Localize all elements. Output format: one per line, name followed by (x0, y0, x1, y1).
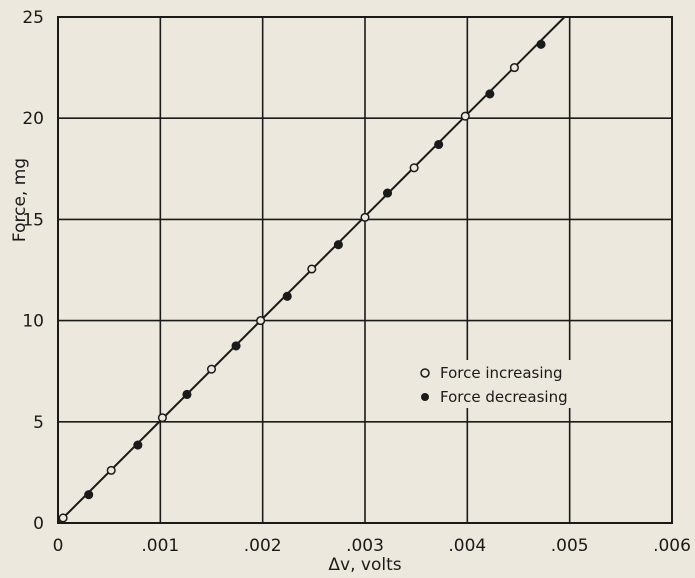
y-tick-label: 5 (33, 413, 44, 433)
point-force-increasing (206, 364, 217, 374)
point-force-increasing (307, 264, 317, 274)
x-axis-ticks: 0 .001 .002 .003 .004 .005 .006 (53, 536, 691, 556)
legend: Force increasing Force decreasing (402, 360, 592, 408)
point-force-decreasing (382, 188, 393, 198)
point-force-increasing (460, 111, 470, 121)
point-force-increasing (360, 212, 370, 222)
legend-background (402, 360, 592, 408)
point-force-decreasing (231, 341, 241, 351)
x-axis-label: Δv, volts (328, 555, 401, 575)
point-force-increasing (256, 316, 266, 326)
point-force-increasing (409, 163, 419, 173)
y-tick-label: 20 (22, 109, 44, 129)
y-axis-ticks: 0 5 10 15 20 25 (22, 8, 44, 534)
point-force-decreasing (133, 440, 143, 450)
legend-label-force-increasing: Force increasing (440, 364, 563, 382)
plot-frame (57, 16, 673, 524)
point-force-decreasing (282, 291, 292, 301)
point-force-increasing (58, 513, 68, 523)
point-force-decreasing (485, 89, 495, 99)
y-tick-label: 10 (22, 312, 44, 332)
grid (58, 17, 672, 523)
point-force-decreasing (182, 389, 192, 400)
point-force-decreasing (434, 139, 444, 150)
legend-label-force-decreasing: Force decreasing (440, 388, 568, 406)
y-axis-label: Force, mg (10, 158, 30, 242)
legend-open-circle-marker (420, 368, 430, 378)
x-tick-label: 0 (53, 536, 64, 556)
x-tick-label: .004 (448, 536, 486, 556)
data-points (58, 39, 546, 523)
y-tick-label: 15 (22, 210, 44, 230)
point-force-increasing (106, 465, 116, 475)
legend-filled-circle-marker (421, 393, 429, 401)
point-force-increasing (509, 63, 519, 73)
x-tick-label: .003 (346, 536, 384, 556)
point-force-decreasing (84, 490, 94, 500)
x-tick-label: .002 (244, 536, 282, 556)
y-tick-label: 25 (22, 8, 44, 28)
x-tick-label: .006 (653, 536, 691, 556)
point-force-decreasing (333, 240, 343, 250)
y-tick-label: 0 (33, 514, 44, 534)
point-force-increasing (157, 413, 167, 423)
x-tick-label: .005 (551, 536, 589, 556)
x-tick-label: .001 (141, 536, 179, 556)
point-force-decreasing (536, 39, 546, 49)
